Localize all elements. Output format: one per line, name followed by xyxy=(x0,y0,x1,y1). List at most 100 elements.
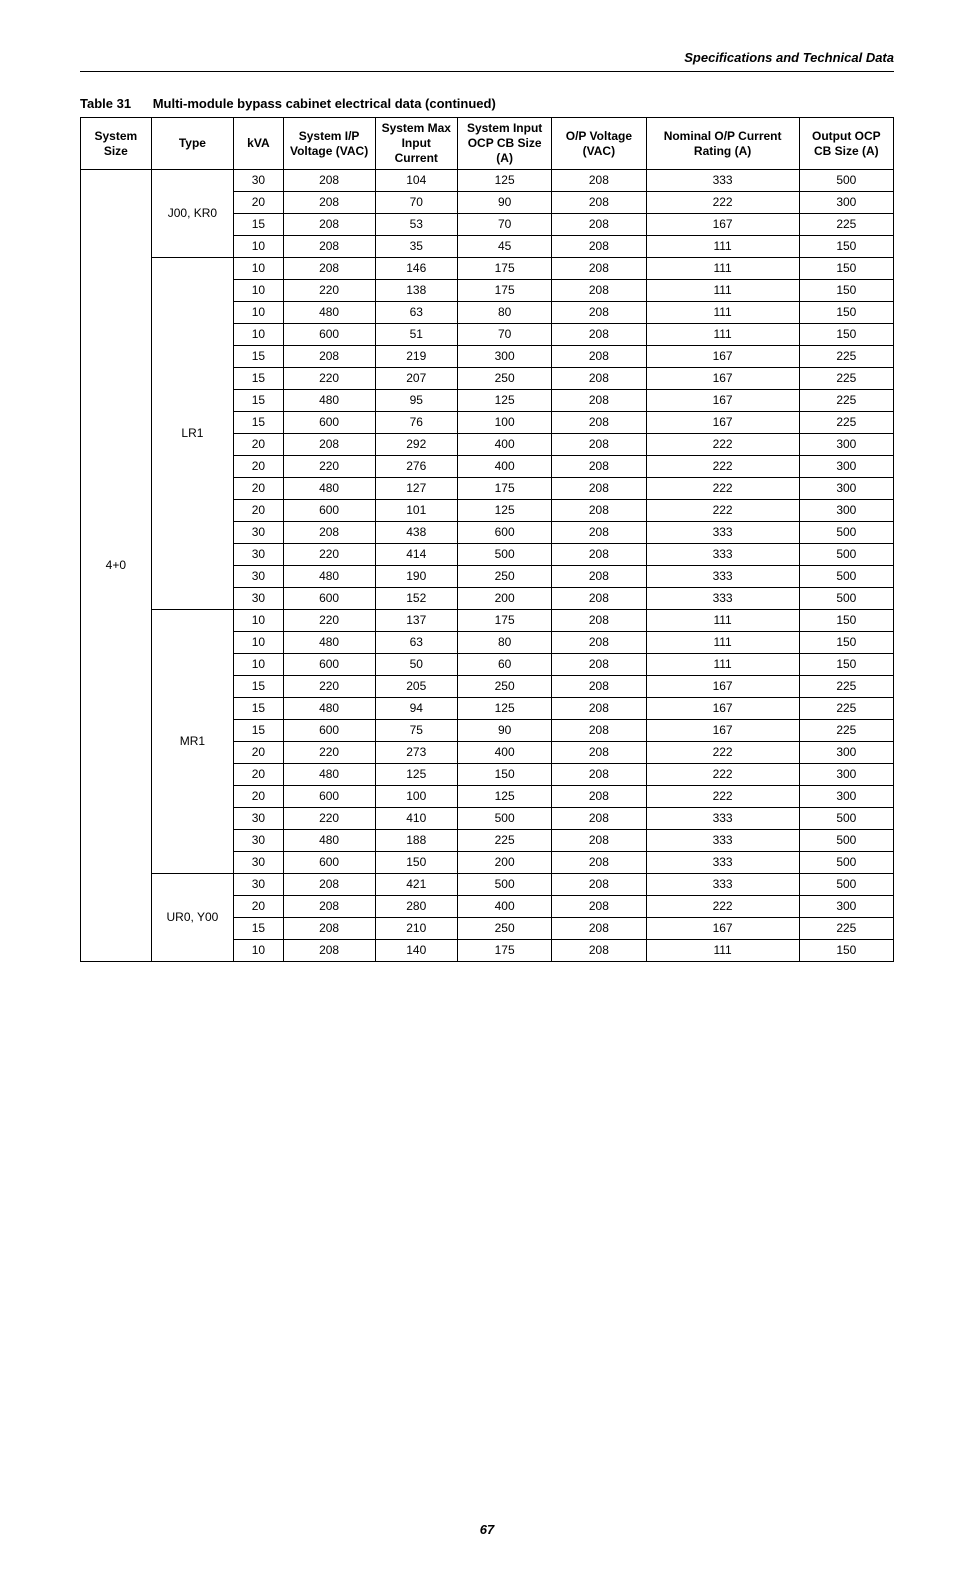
data-cell: 80 xyxy=(458,302,552,324)
data-cell: 600 xyxy=(283,654,375,676)
data-cell: 111 xyxy=(646,610,799,632)
data-cell: 167 xyxy=(646,390,799,412)
data-cell: 333 xyxy=(646,544,799,566)
data-cell: 208 xyxy=(552,544,646,566)
table-caption: Table 31 Multi-module bypass cabinet ele… xyxy=(80,96,894,111)
data-cell: 600 xyxy=(458,522,552,544)
data-cell: 220 xyxy=(283,280,375,302)
data-cell: 220 xyxy=(283,456,375,478)
data-cell: 300 xyxy=(799,434,893,456)
data-cell: 225 xyxy=(458,830,552,852)
data-cell: 150 xyxy=(799,236,893,258)
data-cell: 10 xyxy=(234,302,283,324)
data-cell: 150 xyxy=(799,654,893,676)
data-cell: 222 xyxy=(646,500,799,522)
data-cell: 111 xyxy=(646,940,799,962)
data-cell: 30 xyxy=(234,544,283,566)
data-cell: 111 xyxy=(646,324,799,346)
data-cell: 150 xyxy=(458,764,552,786)
data-cell: 100 xyxy=(375,786,457,808)
col-header: Nominal O/P Current Rating (A) xyxy=(646,118,799,170)
data-cell: 333 xyxy=(646,808,799,830)
data-cell: 220 xyxy=(283,676,375,698)
data-cell: 188 xyxy=(375,830,457,852)
data-cell: 63 xyxy=(375,302,457,324)
data-cell: 175 xyxy=(458,280,552,302)
data-cell: 50 xyxy=(375,654,457,676)
data-cell: 150 xyxy=(799,610,893,632)
data-cell: 222 xyxy=(646,764,799,786)
data-cell: 20 xyxy=(234,764,283,786)
data-cell: 500 xyxy=(458,808,552,830)
data-cell: 200 xyxy=(458,588,552,610)
data-cell: 250 xyxy=(458,918,552,940)
data-cell: 30 xyxy=(234,808,283,830)
data-cell: 225 xyxy=(799,918,893,940)
data-cell: 111 xyxy=(646,302,799,324)
data-cell: 167 xyxy=(646,412,799,434)
section-header: Specifications and Technical Data xyxy=(80,50,894,72)
data-cell: 208 xyxy=(552,478,646,500)
data-cell: 111 xyxy=(646,236,799,258)
data-cell: 225 xyxy=(799,412,893,434)
data-cell: 480 xyxy=(283,566,375,588)
data-cell: 222 xyxy=(646,456,799,478)
data-cell: 219 xyxy=(375,346,457,368)
data-cell: 200 xyxy=(458,852,552,874)
data-cell: 111 xyxy=(646,258,799,280)
data-cell: 60 xyxy=(458,654,552,676)
data-cell: 333 xyxy=(646,830,799,852)
type-cell: MR1 xyxy=(151,610,233,874)
data-cell: 300 xyxy=(799,786,893,808)
data-cell: 600 xyxy=(283,412,375,434)
data-cell: 208 xyxy=(552,324,646,346)
data-cell: 104 xyxy=(375,170,457,192)
data-cell: 208 xyxy=(283,346,375,368)
data-cell: 15 xyxy=(234,368,283,390)
data-cell: 421 xyxy=(375,874,457,896)
data-cell: 208 xyxy=(552,874,646,896)
data-cell: 150 xyxy=(375,852,457,874)
table-row: UR0, Y0030208421500208333500 xyxy=(81,874,894,896)
data-cell: 94 xyxy=(375,698,457,720)
data-cell: 225 xyxy=(799,720,893,742)
type-cell: UR0, Y00 xyxy=(151,874,233,962)
data-cell: 208 xyxy=(552,170,646,192)
data-cell: 208 xyxy=(552,236,646,258)
data-cell: 208 xyxy=(552,258,646,280)
data-cell: 222 xyxy=(646,742,799,764)
data-cell: 70 xyxy=(375,192,457,214)
data-cell: 167 xyxy=(646,918,799,940)
data-cell: 10 xyxy=(234,654,283,676)
data-cell: 90 xyxy=(458,720,552,742)
data-cell: 208 xyxy=(552,742,646,764)
data-cell: 175 xyxy=(458,610,552,632)
data-cell: 220 xyxy=(283,368,375,390)
data-cell: 125 xyxy=(458,500,552,522)
data-cell: 208 xyxy=(552,412,646,434)
data-cell: 175 xyxy=(458,940,552,962)
data-cell: 222 xyxy=(646,478,799,500)
data-cell: 10 xyxy=(234,610,283,632)
electrical-data-table: System Size Type kVA System I/P Voltage … xyxy=(80,117,894,962)
col-header: Output OCP CB Size (A) xyxy=(799,118,893,170)
page-number: 67 xyxy=(80,1522,894,1537)
data-cell: 208 xyxy=(552,786,646,808)
data-cell: 208 xyxy=(552,522,646,544)
data-cell: 167 xyxy=(646,698,799,720)
data-cell: 208 xyxy=(283,874,375,896)
data-cell: 210 xyxy=(375,918,457,940)
data-cell: 300 xyxy=(799,478,893,500)
data-cell: 300 xyxy=(799,742,893,764)
data-cell: 30 xyxy=(234,852,283,874)
data-cell: 333 xyxy=(646,522,799,544)
data-cell: 30 xyxy=(234,830,283,852)
data-cell: 208 xyxy=(552,830,646,852)
data-cell: 30 xyxy=(234,170,283,192)
data-cell: 220 xyxy=(283,544,375,566)
data-cell: 208 xyxy=(283,434,375,456)
data-cell: 220 xyxy=(283,610,375,632)
data-cell: 15 xyxy=(234,676,283,698)
data-cell: 500 xyxy=(799,808,893,830)
data-cell: 70 xyxy=(458,214,552,236)
